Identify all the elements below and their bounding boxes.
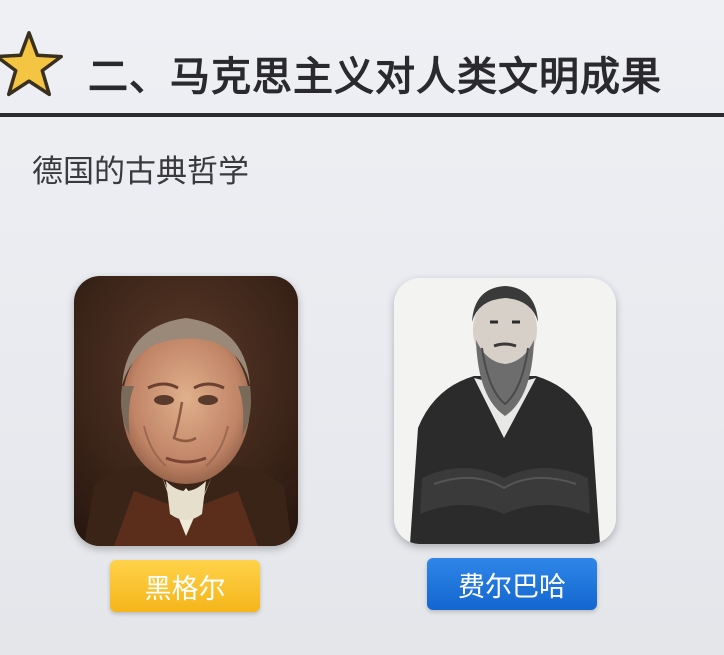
name-label-hegel: 黑格尔 xyxy=(110,560,260,612)
title-divider xyxy=(0,113,724,117)
title-bar: 二、马克思主义对人类文明成果 xyxy=(0,0,724,118)
portrait-feuerbach xyxy=(394,278,616,544)
slide-title: 二、马克思主义对人类文明成果 xyxy=(88,54,662,100)
star-icon xyxy=(0,31,63,97)
portrait-hegel xyxy=(74,276,298,546)
name-label-feuerbach: 费尔巴哈 xyxy=(427,558,597,610)
hegel-portrait-image xyxy=(74,276,298,546)
section-subtitle: 德国的古典哲学 xyxy=(32,154,249,190)
feuerbach-portrait-image xyxy=(394,278,616,544)
